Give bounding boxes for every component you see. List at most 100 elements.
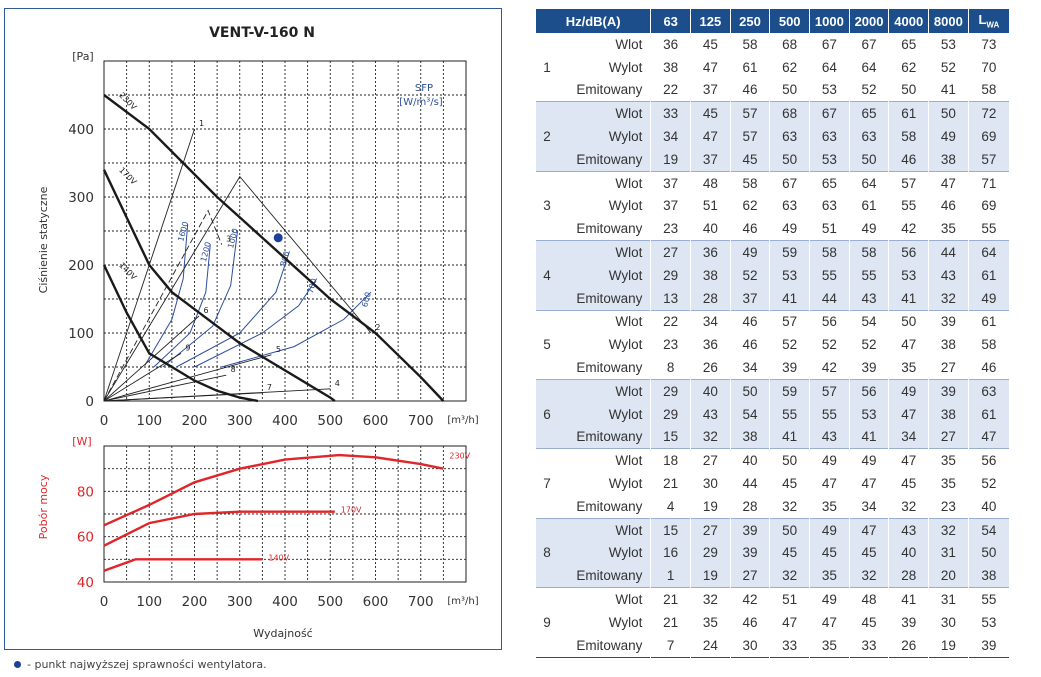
table-cell: 72 [968,101,1009,126]
table-cell: 32 [888,494,930,519]
table-cell: 39 [730,541,771,565]
table-cell: 56 [809,310,850,334]
table-row-type: Wlot [615,175,643,191]
best-point-legend-icon [14,661,21,668]
table-cell: 27 [928,425,969,449]
table-cell: 46 [730,310,771,334]
table-row: Wlot 18 27 40 50 49 49 47 35 56 [536,448,1009,473]
table-row-label: Emitowany [536,217,652,241]
table-cell: 44 [730,472,771,495]
pressure-y-tick-label: 300 [68,190,94,206]
table-cell: 65 [809,171,850,195]
table-header-freq: LWA [968,9,1009,33]
table-cell: 56 [849,379,890,403]
table-cell: 55 [849,263,890,287]
table-row-type: Wlot [615,245,643,261]
table-row-type: Emitowany [576,568,643,584]
table-cell: 67 [809,101,850,126]
table-cell: 45 [849,610,890,634]
table-cell: 35 [809,494,850,519]
table-header-freq: 8000 [928,9,969,33]
table-cell: 13 [650,286,692,311]
table-row-type: Wylot [608,406,643,422]
table-cell: 67 [849,33,890,56]
table-row: Wlot 15 27 39 50 49 47 43 32 54 [536,518,1009,542]
table-cell: 57 [730,101,771,126]
table-cell: 26 [690,356,731,380]
table-cell: 53 [968,610,1009,634]
table-row: Emitowany 8 26 34 39 42 39 35 27 46 [536,356,1009,380]
table-row-label: Emitowany [536,356,652,380]
table-cell: 57 [769,310,811,334]
table-row-type: Wylot [608,267,643,283]
table-cell: 1 [650,564,692,588]
table-cell: 32 [849,564,890,588]
pressure-x-tick-label: 100 [136,413,162,429]
table-group: Wlot 22 34 46 57 56 54 50 39 61 5 Wylot 23 36 46 52 52 52… [536,310,1009,380]
table-cell: 35 [888,356,930,380]
table-cell: 63 [769,194,811,218]
table-row-label: Wlot [536,240,652,264]
power-curve-140V [103,558,263,572]
table-group-id: 7 [543,476,551,492]
table-cell: 42 [730,587,771,611]
table-cell: 46 [730,217,771,241]
table-cell: 68 [769,101,811,126]
best-efficiency-point [273,233,283,243]
table-row-type: Emitowany [576,221,643,237]
table-group: Wlot 29 40 50 59 57 56 49 39 63 6 Wylot 29 43 54 55 55 53… [536,379,1009,449]
power-x-label: Wydajność [253,627,312,640]
table-row-label: Wlot [536,379,652,403]
table-cell: 52 [849,333,890,357]
table-row: Wlot 29 40 50 59 57 56 49 39 63 [536,379,1009,403]
table-row-type: Wylot [608,614,643,630]
table-cell: 39 [849,356,890,380]
table-cell: 47 [809,472,850,495]
table-row-type: Wylot [608,129,643,145]
table-cell: 42 [809,356,850,380]
sfp-curve-1000 [162,230,238,368]
table-cell: 53 [809,147,850,172]
table-cell: 36 [650,33,692,56]
pressure-x-tick-label: 500 [317,413,343,429]
table-row-label: Wlot [536,448,652,473]
table-cell: 54 [968,518,1009,542]
table-cell: 47 [769,610,811,634]
table-cell: 28 [730,494,771,519]
table-cell: 30 [928,610,969,634]
table-row-label: 5 Wylot [536,333,652,357]
table-row-type: Wlot [615,314,643,330]
table-row-label: Wlot [536,171,652,195]
table-group: Wlot 18 27 40 50 49 49 47 35 56 7 Wylot 21 30 44 45 47 47… [536,448,1009,519]
table-cell: 64 [849,55,890,79]
table-header-freq: 1000 [809,9,850,33]
table-cell: 55 [809,402,850,426]
pressure-x-tick-label: 700 [408,413,434,429]
table-cell: 40 [690,379,731,403]
table-cell: 58 [968,333,1009,357]
pressure-x-tick-label: 400 [272,413,298,429]
table-cell: 57 [888,171,930,195]
power-curve-label: 140V [268,553,289,562]
table-cell: 61 [849,194,890,218]
table-cell: 64 [849,171,890,195]
table-cell: 47 [968,425,1009,449]
table-row-label: 7 Wylot [536,472,652,495]
table-row-type: Emitowany [576,151,643,167]
table-cell: 20 [928,564,969,588]
table-cell: 49 [809,587,850,611]
table-cell: 49 [849,448,890,473]
table-cell: 58 [888,125,930,148]
table-cell: 39 [928,310,969,334]
table-row-label: Emitowany [536,425,652,449]
table-cell: 50 [769,448,811,473]
table-header-freq: 500 [769,9,811,33]
table-row-type: Wlot [615,36,643,52]
table-row-label: Emitowany [536,633,652,658]
table-cell: 53 [809,78,850,102]
table-row: Wlot 37 48 58 67 65 64 57 47 71 [536,171,1009,195]
table-cell: 15 [650,518,692,542]
table-cell: 50 [769,78,811,102]
power-x-tick-label: 0 [100,594,109,610]
table-cell: 23 [650,333,692,357]
